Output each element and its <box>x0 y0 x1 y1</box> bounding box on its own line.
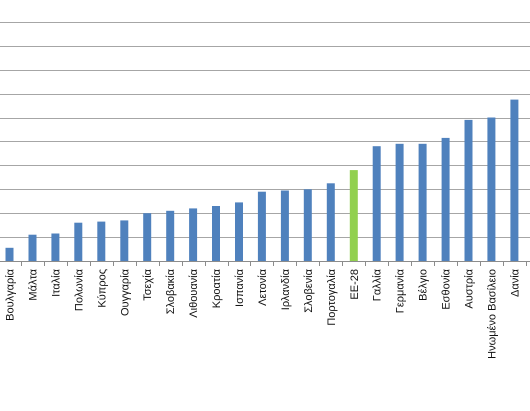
x-tick-label: Λιθουανία <box>188 268 200 317</box>
bar-country <box>143 213 152 261</box>
x-tick-label: Ισπανία <box>234 268 246 307</box>
x-tick-label: Ιρλανδία <box>280 268 292 310</box>
bar-country <box>28 234 37 261</box>
x-tick-label: Αυστρία <box>464 268 476 308</box>
bar-country <box>51 233 60 261</box>
x-tick-label: Μάλτα <box>28 268 40 300</box>
bar-country <box>372 146 381 261</box>
bar-country <box>166 210 175 261</box>
bar-country <box>326 183 335 261</box>
x-tick-label: Γερμανία <box>395 268 407 313</box>
bar-country <box>418 143 427 261</box>
bar-country <box>97 221 106 262</box>
bar-country <box>120 220 129 261</box>
bar-country <box>464 119 473 262</box>
bar-country <box>212 206 220 261</box>
bar-country <box>395 143 404 261</box>
bar-country <box>303 189 312 261</box>
bar-country <box>280 190 289 261</box>
bar-highlight <box>349 170 358 261</box>
x-tick-label: Κροατία <box>211 268 223 308</box>
x-tick-label: Ηνωμένο Βασίλειο <box>486 269 498 359</box>
bars <box>5 99 519 262</box>
x-tick-label: Κύπρος <box>96 269 108 308</box>
x-tick-label: Σλοβακία <box>165 268 177 314</box>
bar-country <box>487 117 496 261</box>
x-tick-label: Ιταλία <box>50 268 62 297</box>
x-tick-label: Λετονία <box>257 268 269 306</box>
gridlines <box>0 22 530 238</box>
x-tick-label: Βέλγιο <box>418 269 430 301</box>
x-axis <box>0 261 530 266</box>
x-tick-label: Ουγγαρία <box>119 268 131 316</box>
x-tick-label: Σλοβενία <box>303 268 315 312</box>
bar-country <box>74 222 83 261</box>
bar-country <box>510 99 519 261</box>
bar-country <box>257 191 266 261</box>
x-tick-labels: Βουλγαρία Μάλτα Ιταλία Πολωνία Κύπρος Ουγγαρί… <box>5 268 522 359</box>
x-tick-label: Δανία <box>509 268 521 297</box>
x-tick-label: Πορτογαλία <box>326 268 338 325</box>
x-tick-label: Βουλγαρία <box>5 268 17 321</box>
bar-country <box>5 247 14 261</box>
bar-country <box>235 202 243 261</box>
x-tick-label: Εσθονία <box>441 268 453 309</box>
x-tick-label: ΕΕ-28 <box>349 269 361 300</box>
x-tick-label: Γαλλία <box>372 268 384 301</box>
x-tick-label: Πολωνία <box>73 268 85 311</box>
x-tick-label: Τσεχία <box>142 268 154 300</box>
bar-country <box>189 208 198 261</box>
bar-country <box>441 137 450 261</box>
